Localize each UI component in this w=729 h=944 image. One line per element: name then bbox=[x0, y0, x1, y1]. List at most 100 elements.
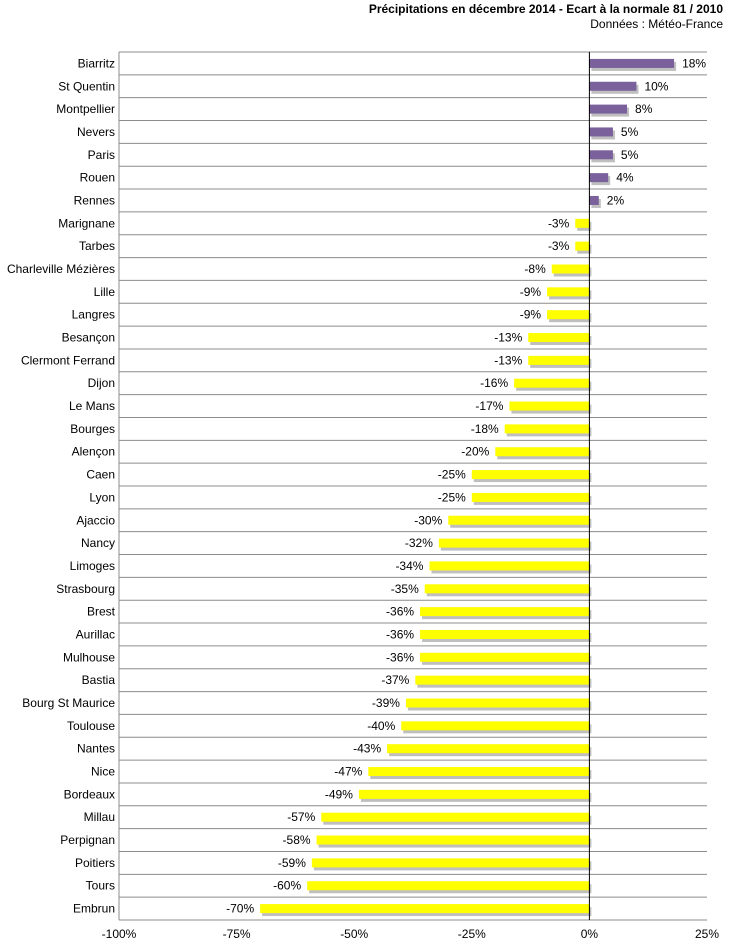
bar bbox=[420, 607, 590, 617]
value-label: -35% bbox=[391, 582, 419, 596]
bar bbox=[420, 652, 590, 662]
bar bbox=[589, 127, 613, 137]
chart-title: Précipitations en décembre 2014 - Ecart … bbox=[368, 2, 723, 16]
bar bbox=[260, 904, 590, 914]
category-label: Marignane bbox=[58, 216, 115, 230]
value-label: -9% bbox=[520, 285, 542, 299]
bar bbox=[307, 881, 590, 891]
category-label: Nantes bbox=[77, 742, 115, 756]
bar bbox=[589, 173, 609, 183]
category-label: Mulhouse bbox=[63, 650, 115, 664]
category-label: Embrun bbox=[73, 902, 115, 916]
category-label: Besançon bbox=[62, 331, 115, 345]
bar bbox=[448, 515, 590, 525]
category-label: Rennes bbox=[74, 193, 115, 207]
bar bbox=[311, 858, 590, 868]
value-label: -40% bbox=[367, 719, 395, 733]
value-label: -43% bbox=[353, 742, 381, 756]
category-label: Nevers bbox=[77, 125, 115, 139]
bar bbox=[514, 378, 590, 388]
value-label: -30% bbox=[414, 513, 442, 527]
x-tick-label: -50% bbox=[340, 927, 368, 941]
value-label: -60% bbox=[273, 879, 301, 893]
bar bbox=[528, 355, 590, 365]
value-label: 18% bbox=[682, 56, 706, 70]
category-label: St Quentin bbox=[58, 79, 115, 93]
category-label: Bastia bbox=[82, 673, 116, 687]
category-label: Montpellier bbox=[56, 102, 115, 116]
bar bbox=[575, 241, 590, 251]
value-label: 8% bbox=[635, 102, 653, 116]
value-label: -8% bbox=[524, 262, 546, 276]
value-label: -3% bbox=[548, 239, 570, 253]
bar bbox=[387, 744, 590, 754]
bar bbox=[547, 287, 590, 297]
value-label: -17% bbox=[475, 399, 503, 413]
bar bbox=[495, 447, 590, 457]
category-label: Lille bbox=[94, 285, 116, 299]
value-label: -32% bbox=[405, 536, 433, 550]
bar bbox=[547, 310, 590, 320]
x-tick-label: -100% bbox=[102, 927, 137, 941]
value-label: -25% bbox=[438, 468, 466, 482]
bar bbox=[589, 195, 599, 205]
bar bbox=[504, 424, 590, 434]
x-tick-label: -25% bbox=[458, 927, 486, 941]
value-label: -36% bbox=[386, 605, 414, 619]
value-label: -16% bbox=[480, 376, 508, 390]
bar bbox=[471, 492, 590, 502]
category-label: Millau bbox=[84, 810, 115, 824]
bar bbox=[471, 470, 590, 480]
bar bbox=[405, 698, 590, 708]
category-label: Rouen bbox=[80, 171, 115, 185]
value-label: -3% bbox=[548, 216, 570, 230]
category-label: Clermont Ferrand bbox=[21, 353, 115, 367]
category-label: Bordeaux bbox=[64, 787, 115, 801]
category-label: Bourges bbox=[70, 422, 115, 436]
category-label: Biarritz bbox=[78, 56, 115, 70]
bar bbox=[429, 561, 590, 571]
value-label: 2% bbox=[607, 193, 625, 207]
category-label: Nice bbox=[91, 765, 115, 779]
category-label: Limoges bbox=[70, 559, 115, 573]
bar bbox=[321, 812, 590, 822]
x-tick-label: -75% bbox=[223, 927, 251, 941]
category-label: Dijon bbox=[88, 376, 115, 390]
value-label: -13% bbox=[494, 331, 522, 345]
bar bbox=[589, 150, 613, 160]
bar bbox=[358, 789, 590, 799]
bar bbox=[589, 81, 637, 91]
category-label: Caen bbox=[86, 468, 115, 482]
x-tick-label: 0% bbox=[581, 927, 599, 941]
category-label: Ajaccio bbox=[76, 513, 115, 527]
bar bbox=[528, 333, 590, 343]
category-label: Toulouse bbox=[67, 719, 115, 733]
bar bbox=[420, 629, 590, 639]
value-label: 4% bbox=[616, 171, 634, 185]
bar bbox=[589, 58, 675, 68]
chart-source: Données : Météo-France bbox=[590, 17, 723, 31]
category-label: Charleville Mézières bbox=[7, 262, 115, 276]
category-label: Aurillac bbox=[76, 627, 115, 641]
value-label: -20% bbox=[461, 445, 489, 459]
category-label: Brest bbox=[87, 605, 116, 619]
x-tick-label: 25% bbox=[695, 927, 719, 941]
value-label: -18% bbox=[471, 422, 499, 436]
category-label: Langres bbox=[72, 308, 115, 322]
category-label: Alençon bbox=[72, 445, 115, 459]
bar bbox=[438, 538, 590, 548]
category-label: Le Mans bbox=[69, 399, 115, 413]
category-label: Strasbourg bbox=[56, 582, 115, 596]
value-label: -37% bbox=[381, 673, 409, 687]
bar bbox=[509, 401, 590, 411]
category-label: Lyon bbox=[89, 490, 115, 504]
category-label: Tarbes bbox=[79, 239, 115, 253]
value-label: -36% bbox=[386, 650, 414, 664]
value-label: -47% bbox=[334, 765, 362, 779]
category-label: Perpignan bbox=[60, 833, 115, 847]
value-label: -58% bbox=[283, 833, 311, 847]
value-label: -34% bbox=[395, 559, 423, 573]
bar bbox=[368, 767, 590, 777]
value-label: -59% bbox=[278, 856, 306, 870]
